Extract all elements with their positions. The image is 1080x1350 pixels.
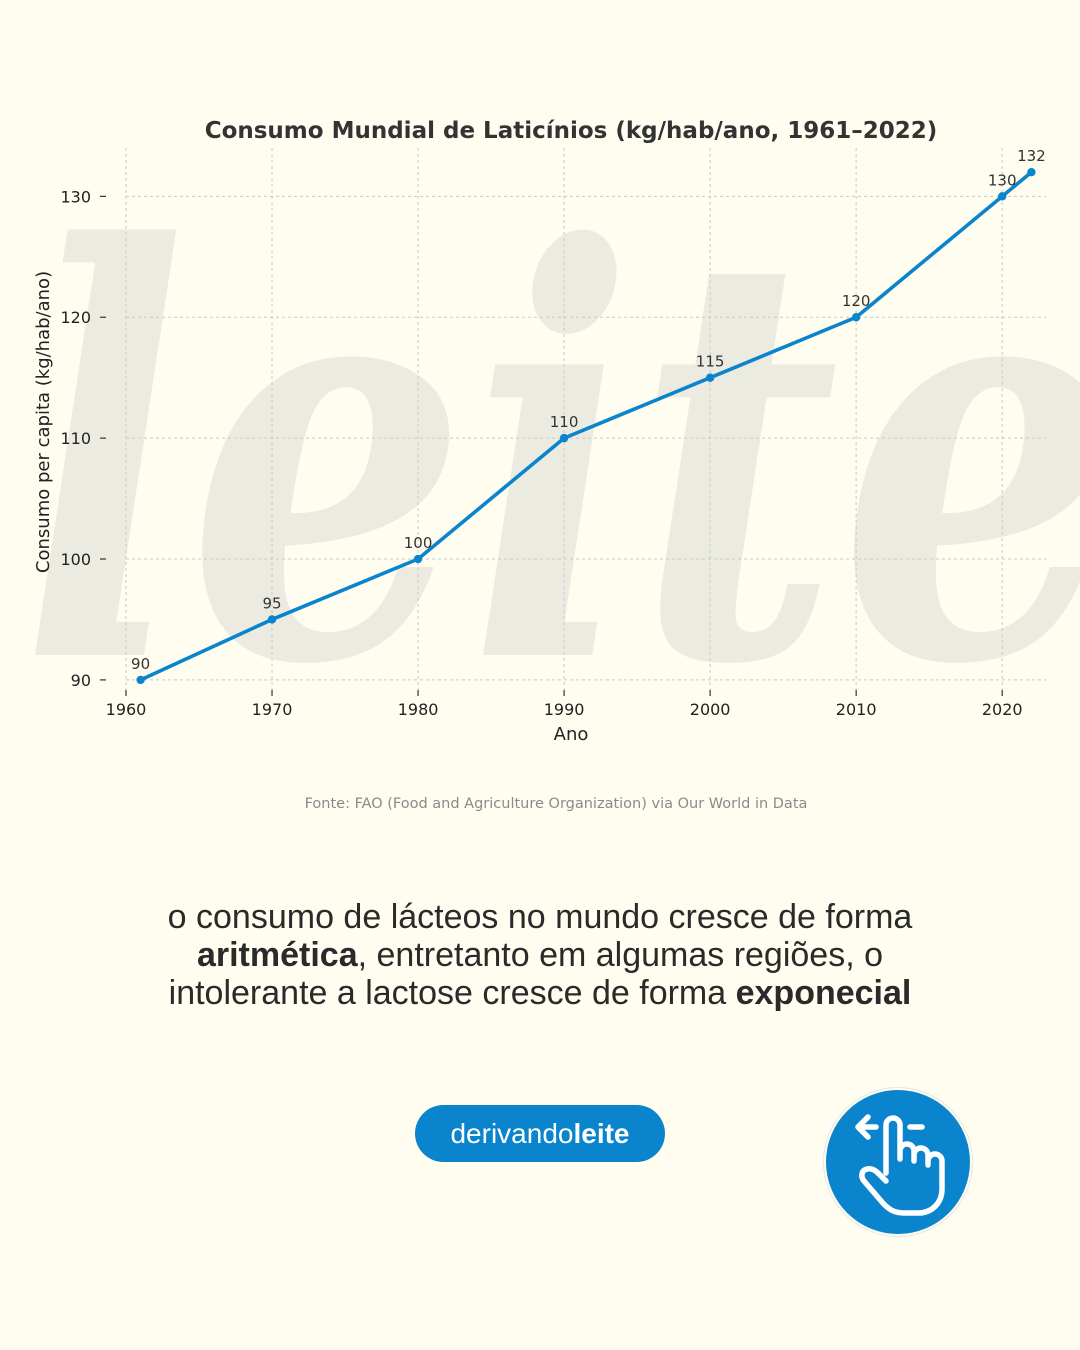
x-tick-label: 2010 <box>836 700 877 719</box>
x-tick-label: 2020 <box>982 700 1023 719</box>
data-point <box>997 192 1007 201</box>
data-label: 120 <box>842 292 871 310</box>
data-point <box>136 675 145 685</box>
swipe-button[interactable] <box>826 1090 970 1234</box>
y-tick-label: 110 <box>60 429 91 448</box>
y-tick-label: 130 <box>60 187 91 206</box>
data-point <box>705 373 715 382</box>
caption-bold-aritmetica: aritmética <box>196 936 358 974</box>
caption-line3: intolerante a lactose cresce de forma <box>168 974 736 1012</box>
data-point <box>559 433 569 443</box>
x-tick-label: 2000 <box>690 700 731 719</box>
y-tick-label: 100 <box>60 550 91 569</box>
caption-bold-exponecial: exponecial <box>735 974 912 1012</box>
x-tick-label: 1970 <box>252 700 293 719</box>
y-axis-ticks: 90 100 110 120 130 <box>60 187 106 690</box>
data-label: 132 <box>1017 147 1046 165</box>
data-point <box>413 554 423 564</box>
data-label: 100 <box>404 534 433 552</box>
swipe-left-hand-icon <box>855 1114 945 1216</box>
y-tick-label: 120 <box>60 308 91 327</box>
y-axis-label: Consumo per capita (kg/hab/ano) <box>33 271 54 573</box>
data-point <box>1027 167 1036 177</box>
x-tick-label: 1990 <box>544 700 585 719</box>
data-label: 95 <box>262 594 281 612</box>
brand-badge[interactable]: derivando leite <box>415 1105 665 1162</box>
grid <box>125 148 1046 692</box>
data-point <box>267 615 277 624</box>
x-axis-label: Ano <box>554 724 589 745</box>
brand-bold: leite <box>573 1117 630 1149</box>
brand-regular: derivando <box>450 1117 574 1149</box>
caption-line2: , entretanto em algumas regiões, o <box>357 936 884 974</box>
caption-line1: o consumo de lácteos no mundo cresce de … <box>167 898 913 936</box>
chart-title: Consumo Mundial de Laticínios (kg/hab/an… <box>205 118 938 144</box>
x-axis-ticks: 1960 1970 1980 1990 2000 2010 2020 <box>106 690 1023 719</box>
data-label: 115 <box>696 353 725 371</box>
y-tick-label: 90 <box>71 671 91 690</box>
x-tick-label: 1960 <box>106 700 147 719</box>
series-polyline <box>138 170 1034 682</box>
line-chart: Consumo Mundial de Laticínios (kg/hab/an… <box>33 118 1046 745</box>
data-label: 90 <box>131 655 150 673</box>
data-label: 130 <box>988 171 1017 189</box>
x-tick-label: 1980 <box>398 700 439 719</box>
series-line <box>136 167 1036 685</box>
data-point <box>851 313 861 322</box>
source-note: Fonte: FAO (Food and Agriculture Organiz… <box>304 796 808 812</box>
data-label: 110 <box>550 413 579 431</box>
caption: o consumo de lácteos no mundo cresce de … <box>90 898 990 1012</box>
